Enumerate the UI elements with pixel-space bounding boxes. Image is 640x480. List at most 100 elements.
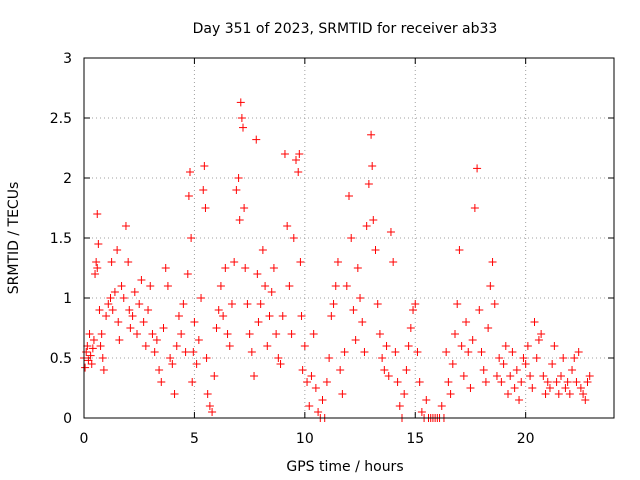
data-point — [501, 342, 510, 350]
data-point — [402, 366, 411, 374]
grid-lines — [84, 58, 614, 418]
data-point — [181, 348, 190, 356]
data-point — [345, 192, 353, 200]
data-point — [192, 360, 201, 368]
data-point — [451, 330, 459, 338]
data-point — [294, 168, 303, 176]
data-point — [241, 264, 250, 272]
data-point — [159, 324, 168, 332]
data-point — [479, 366, 488, 374]
x-tick-label: 0 — [80, 431, 89, 447]
data-point — [351, 336, 360, 344]
data-point — [468, 336, 477, 344]
data-point — [252, 135, 261, 144]
data-point — [300, 342, 309, 350]
data-point — [534, 336, 543, 344]
data-point — [579, 390, 588, 398]
data-point — [446, 390, 455, 398]
chart-title: Day 351 of 2023, SRMTID for receiver ab3… — [193, 21, 498, 37]
data-point — [183, 270, 192, 278]
y-tick-label: 0.5 — [50, 351, 72, 367]
data-point — [205, 402, 214, 410]
data-point — [464, 348, 473, 356]
data-point — [504, 390, 512, 398]
data-point — [177, 330, 186, 338]
data-point — [364, 180, 373, 188]
y-tick-label: 3 — [63, 51, 72, 67]
y-tick-label: 1 — [63, 291, 72, 307]
data-point — [278, 312, 287, 320]
data-point — [347, 234, 356, 242]
data-point — [174, 312, 183, 320]
data-point — [104, 300, 113, 308]
data-point — [512, 366, 521, 374]
data-point — [338, 390, 347, 398]
data-point — [548, 360, 557, 368]
data-point — [137, 276, 146, 284]
data-point — [389, 258, 398, 266]
data-point — [247, 348, 256, 356]
data-point — [325, 354, 334, 362]
data-point — [232, 186, 241, 194]
data-point — [256, 300, 265, 308]
data-point — [119, 294, 128, 302]
data-point — [510, 384, 519, 392]
data-point — [95, 306, 104, 314]
data-point — [384, 372, 393, 380]
data-point — [280, 150, 289, 158]
data-point — [358, 318, 367, 326]
data-point — [543, 378, 552, 386]
data-point — [537, 330, 546, 338]
data-point — [565, 390, 574, 398]
data-point — [362, 222, 371, 230]
data-point — [356, 294, 365, 302]
plot-frame — [83, 57, 615, 419]
data-point — [453, 300, 462, 308]
data-point — [327, 312, 336, 320]
data-point — [559, 354, 568, 362]
data-point — [258, 246, 267, 254]
data-point — [243, 300, 252, 308]
data-point — [519, 354, 528, 362]
data-point — [93, 210, 102, 218]
data-point — [135, 300, 144, 308]
data-point — [499, 360, 508, 368]
y-tick-label: 2.5 — [50, 111, 72, 127]
data-point — [297, 312, 306, 320]
data-point — [413, 348, 422, 356]
data-point — [230, 258, 239, 266]
data-point — [309, 330, 318, 338]
data-point — [139, 318, 148, 326]
data-point — [333, 258, 342, 266]
data-point — [128, 312, 137, 320]
data-point — [448, 360, 457, 368]
data-point — [274, 354, 283, 362]
data-point — [81, 363, 90, 372]
x-axis-label: GPS time / hours — [286, 459, 403, 475]
data-point — [253, 270, 262, 278]
y-axis-label: SRMTID / TECUs — [6, 182, 22, 295]
data-point — [265, 312, 274, 320]
data-point — [221, 264, 230, 272]
data-point — [172, 342, 181, 350]
data-point — [152, 336, 161, 344]
data-point — [484, 324, 493, 332]
data-point — [422, 396, 431, 404]
data-point — [250, 372, 259, 380]
data-point — [92, 258, 101, 266]
data-point — [303, 378, 312, 386]
y-tick-label: 0 — [63, 411, 72, 427]
data-point — [216, 282, 225, 290]
data-point — [189, 348, 198, 356]
data-point — [163, 282, 172, 290]
data-point — [201, 204, 210, 212]
data-point — [382, 342, 391, 350]
data-point — [236, 98, 245, 107]
data-point — [541, 390, 550, 398]
data-point — [508, 348, 517, 356]
data-point — [287, 330, 296, 338]
data-point — [210, 372, 219, 380]
x-tick-label: 5 — [190, 431, 199, 447]
data-point — [86, 351, 95, 360]
data-point — [88, 344, 97, 353]
